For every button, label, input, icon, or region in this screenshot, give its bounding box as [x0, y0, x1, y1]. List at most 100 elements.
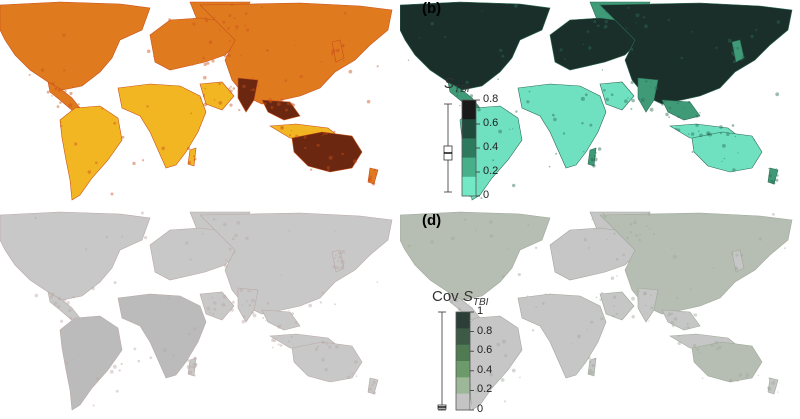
texture-speck: [593, 20, 597, 24]
texture-speck: [733, 54, 736, 57]
texture-speck: [599, 298, 602, 301]
legend-color-step: [456, 361, 470, 378]
texture-speck: [244, 12, 248, 15]
legend-color-step: [462, 157, 476, 178]
texture-speck: [252, 313, 257, 318]
texture-speck: [603, 215, 607, 218]
texture-speck: [737, 152, 739, 154]
legend-tick-label: 0.8: [483, 93, 499, 105]
texture-speck: [241, 304, 243, 306]
texture-speck: [650, 81, 652, 83]
texture-speck: [645, 80, 648, 83]
texture-speck: [729, 378, 733, 383]
texture-speck: [113, 281, 117, 285]
texture-speck: [290, 335, 293, 339]
texture-speck: [638, 98, 641, 101]
texture-speck: [264, 102, 267, 105]
texture-speck: [223, 304, 226, 306]
texture-speck: [715, 347, 719, 351]
texture-speck: [193, 158, 196, 161]
texture-speck: [548, 165, 551, 168]
texture-speck: [595, 296, 598, 299]
texture-speck: [95, 377, 100, 381]
texture-speck: [223, 263, 228, 268]
texture-speck: [661, 102, 664, 106]
texture-speck: [368, 179, 370, 181]
continent-australia: [691, 131, 763, 173]
continent-madagascar: [187, 357, 197, 377]
texture-speck: [140, 211, 144, 215]
texture-speck: [326, 165, 330, 170]
texture-speck: [188, 370, 193, 375]
texture-speck: [665, 112, 669, 117]
texture-speck: [303, 135, 307, 139]
texture-speck: [727, 38, 732, 43]
texture-speck: [511, 368, 516, 373]
texture-speck: [316, 345, 320, 348]
texture-speck: [444, 36, 447, 39]
texture-speck: [321, 357, 325, 362]
texture-speck: [87, 170, 92, 174]
texture-speck: [772, 213, 775, 216]
texture-speck: [721, 160, 723, 162]
texture-speck: [630, 47, 634, 51]
texture-speck: [162, 348, 167, 352]
texture-speck: [683, 107, 685, 109]
texture-speck: [770, 179, 774, 184]
texture-speck: [475, 229, 478, 232]
texture-speck: [62, 33, 66, 37]
texture-speck: [643, 292, 646, 295]
texture-speck: [484, 168, 486, 170]
panel-b: (b) STBI 0.8 0.6 0.4 0.2 0: [400, 0, 800, 210]
texture-speck: [592, 164, 596, 168]
texture-speck: [193, 365, 197, 369]
texture-speck: [271, 346, 274, 349]
texture-speck: [334, 257, 336, 260]
texture-speck: [373, 391, 377, 395]
texture-speck: [330, 52, 334, 56]
texture-speck: [742, 265, 745, 268]
texture-speck: [376, 65, 379, 68]
texture-speck: [53, 301, 58, 305]
texture-speck: [238, 108, 241, 112]
texture-speck: [291, 312, 294, 316]
texture-speck: [586, 30, 590, 33]
texture-speck: [110, 192, 114, 196]
continent-japan: [331, 249, 345, 273]
texture-speck: [650, 86, 652, 88]
texture-speck: [46, 90, 50, 94]
texture-speck: [60, 124, 63, 128]
texture-speck: [590, 320, 594, 324]
texture-speck: [677, 115, 680, 119]
texture-speck: [450, 236, 455, 241]
texture-speck: [50, 292, 55, 297]
texture-speck: [535, 306, 538, 308]
texture-speck: [277, 325, 282, 329]
texture-speck: [601, 291, 604, 295]
texture-speck: [772, 181, 776, 185]
texture-speck: [631, 315, 635, 319]
texture-speck: [626, 236, 629, 240]
texture-speck: [738, 251, 740, 253]
texture-speck: [593, 154, 597, 158]
texture-speck: [672, 254, 677, 259]
panel-c: [0, 210, 400, 419]
texture-speck: [758, 237, 762, 241]
texture-speck: [51, 95, 53, 97]
texture-speck: [369, 175, 372, 179]
texture-speck: [199, 97, 202, 100]
texture-speck: [572, 342, 574, 344]
texture-speck: [544, 293, 547, 295]
texture-speck: [649, 107, 654, 112]
continent-madagascar: [587, 147, 597, 167]
texture-speck: [133, 347, 137, 351]
texture-speck: [591, 159, 594, 162]
texture-speck: [334, 59, 336, 61]
continent-south-america: [59, 105, 123, 201]
texture-speck: [555, 152, 558, 155]
texture-speck: [230, 308, 234, 312]
texture-speck: [684, 327, 686, 329]
legend-tick-label: 0.4: [483, 141, 499, 153]
texture-speck: [242, 84, 246, 89]
texture-speck: [262, 317, 265, 319]
